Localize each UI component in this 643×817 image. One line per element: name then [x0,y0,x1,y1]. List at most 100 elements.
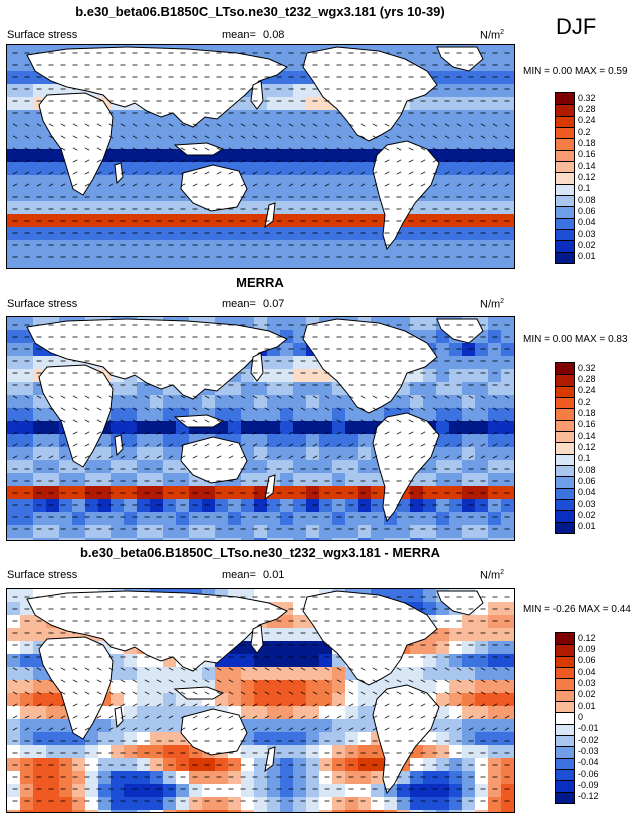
field-cell [163,784,177,798]
wind-arrow [432,455,438,459]
land-mass [173,414,225,428]
field-cell [449,486,463,500]
field-cell [293,317,307,331]
wind-arrow [384,455,390,459]
wind-arrow [324,183,330,187]
field-cell [228,784,242,798]
field-cell [163,512,177,526]
wind-arrow [480,395,486,399]
wind-arrow [360,431,366,435]
field-cell [332,732,346,746]
wind-arrow [300,159,306,163]
wind-arrow [396,407,402,411]
field-cell [436,421,450,435]
wind-arrow [444,703,450,707]
field-cell [384,253,398,267]
wind-arrow [468,703,474,707]
field-cell [462,693,476,707]
field-cell [358,771,372,785]
field-cell [306,266,320,268]
field-cell [293,615,307,629]
field-cell [241,797,255,811]
field-cell [280,356,294,370]
field-cell [332,538,346,540]
field-cell [488,45,502,59]
field-cell [449,240,463,254]
field-cell [436,486,450,500]
wind-arrow [348,443,354,447]
wind-arrow [300,135,306,139]
field-cell [72,745,86,759]
wind-arrow [288,667,294,671]
wind-arrow [144,183,150,187]
field-cell [306,499,320,513]
field-cell [98,538,112,540]
wind-arrow [312,727,318,731]
field-cell [111,810,125,812]
field-cell [449,512,463,526]
field-cell [124,732,138,746]
wind-arrow [432,431,438,435]
colorbar-swatch [556,93,574,105]
wind-arrow [480,183,486,187]
wind-arrow [228,431,234,435]
field-cell [423,408,437,422]
colorbar-label: 0.28 [578,104,596,114]
panel3-max-label: MAX = [578,604,609,615]
wind-arrow [348,159,354,163]
field-cell [293,810,307,812]
field-cell [345,240,359,254]
wind-arrow [324,135,330,139]
wind-arrow [468,183,474,187]
field-cell [7,395,21,409]
field-cell [462,162,476,176]
wind-arrow [312,395,318,399]
wind-arrow [96,159,102,163]
wind-arrow [168,183,174,187]
field-cell [319,253,333,267]
wind-arrow [420,135,426,139]
wind-arrow [168,715,174,719]
field-cell [20,641,34,655]
wind-arrow [348,727,354,731]
wind-arrow [384,123,390,127]
wind-arrow [468,667,474,671]
wind-arrow [156,691,162,695]
field-cell [46,227,60,241]
field-cell [46,719,60,733]
field-cell [319,408,333,422]
field-cell [332,253,346,267]
wind-arrow [216,715,222,719]
field-cell [85,499,99,513]
field-cell [410,240,424,254]
field-cell [111,512,125,526]
wind-arrow [120,679,126,683]
wind-arrow [312,443,318,447]
field-cell [33,460,47,474]
wind-arrow [288,727,294,731]
wind-arrow [36,443,42,447]
field-cell [267,460,281,474]
field-cell [345,149,359,163]
field-cell [280,136,294,150]
wind-arrow [480,123,486,127]
field-cell [345,473,359,487]
land-mass [38,636,114,740]
field-cell [488,589,502,603]
wind-arrow [408,455,414,459]
wind-arrow [72,147,78,151]
field-cell [501,499,514,513]
wind-arrow [168,431,174,435]
field-cell [436,641,450,655]
wind-arrow [420,419,426,423]
field-cell [189,784,203,798]
field-cell [228,680,242,694]
wind-arrow [396,123,402,127]
panel3-units: N/m2 [480,569,504,582]
field-cell [306,356,320,370]
field-cell [33,538,47,540]
field-cell [462,382,476,396]
field-cell [462,240,476,254]
land-mass [180,708,248,756]
wind-arrow [444,691,450,695]
